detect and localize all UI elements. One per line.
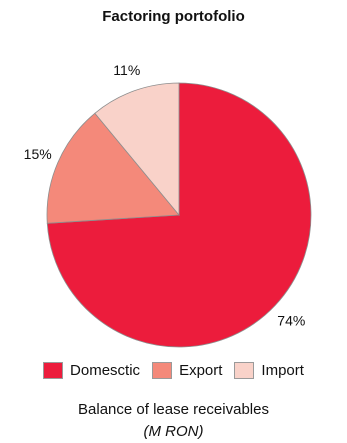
pie-chart: 74% 15% 11% <box>24 62 312 348</box>
legend: Domesctic Export Import <box>0 362 347 379</box>
legend-label-export: Export <box>179 362 223 379</box>
legend-swatch-domestic <box>43 362 64 379</box>
pie-label-export: 15% <box>24 146 52 162</box>
legend-swatch-import <box>234 362 255 379</box>
legend-label-import: Import <box>261 362 304 379</box>
legend-item-domestic: Domesctic <box>43 362 140 379</box>
caption-text: Balance of lease receivables <box>78 401 269 418</box>
legend-label-domestic: Domesctic <box>70 362 141 379</box>
legend-item-import: Import <box>234 362 304 379</box>
legend-swatch-export <box>152 362 173 379</box>
pie-slice-import <box>94 82 180 217</box>
pie-slice-export <box>46 112 180 224</box>
pie-label-import: 11% <box>113 62 140 78</box>
pie-label-domestic: 74% <box>277 312 305 328</box>
chart-caption: Balance of lease receivables (M RON) <box>0 399 347 443</box>
legend-item-export: Export <box>152 362 222 379</box>
caption-unit: (M RON) <box>143 423 204 440</box>
chart-title: Factoring portofolio <box>102 8 245 25</box>
